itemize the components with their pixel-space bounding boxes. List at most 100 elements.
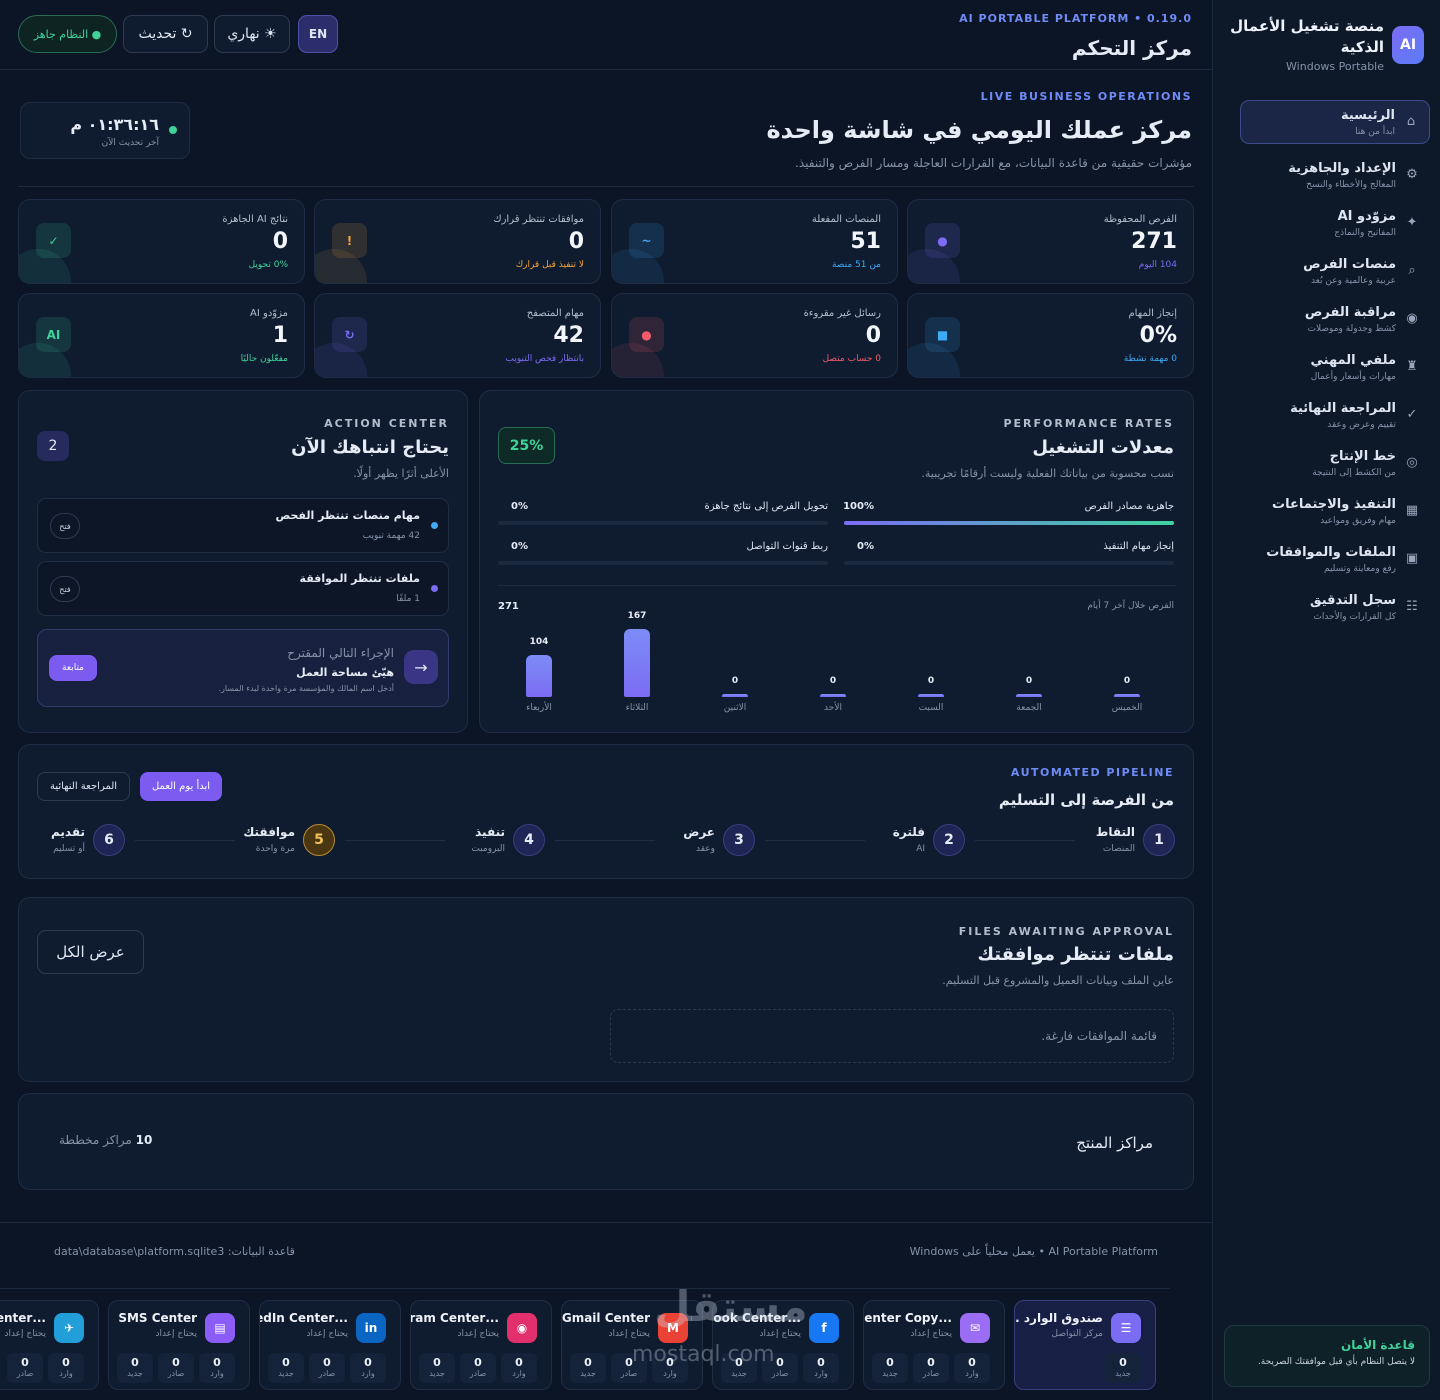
product-centers-card[interactable]: مراكز المنتج 10 مراكز مخططة (18, 1093, 1194, 1190)
sidebar-item-sub: ابدأ من هنا (1355, 127, 1395, 137)
channel-card[interactable]: ✉ ...Center Copy يحتاج إعداد 0 وارد 0 صادر 0 جدي… (863, 1300, 1005, 1390)
rate-track (498, 521, 828, 525)
step-connector (975, 840, 1075, 841)
channel-status: مركز التواصل (1051, 1329, 1103, 1339)
sidebar-item[interactable]: ✓ المراجعة النهائية تقييم وعرض وعقد (1240, 394, 1430, 438)
channel-stat-value: 0 (474, 1356, 482, 1369)
open-button[interactable]: فتح (50, 576, 80, 602)
stat-icon: ~ (629, 223, 664, 258)
chart-bar (624, 629, 650, 697)
channel-stat-value: 0 (666, 1356, 674, 1369)
sidebar-item-label: الإعداد والجاهزية (1288, 161, 1396, 176)
app-logo: AI (1392, 26, 1424, 64)
sidebar-item[interactable]: ⌕ منصات الفرص عربية وعالمية وعن بُعد (1240, 250, 1430, 294)
refresh-button[interactable]: ↻ تحديث (123, 15, 208, 53)
stat-icon: ● (629, 317, 664, 352)
channel-stat: 0 جديد (1105, 1353, 1141, 1383)
channel-card[interactable]: ▤ SMS Center يحتاج إعداد 0 وارد 0 صادر 0 جديد (108, 1300, 250, 1390)
channel-status: يحتاج إعداد (759, 1329, 801, 1339)
sidebar-item[interactable]: ♜ ملفي المهني مهارات وأسعار وأعمال (1240, 346, 1430, 390)
stat-value: 51 (850, 229, 881, 254)
channel-stat: 0 جديد (872, 1353, 908, 1383)
channel-stat-label: جديد (429, 1369, 445, 1378)
channel-stat-label: جديد (127, 1369, 143, 1378)
start-workday-button[interactable]: ابدأ يوم العمل (140, 772, 222, 801)
theme-toggle-button[interactable]: ☀ نهاري (214, 15, 290, 53)
channel-card[interactable]: M Gmail Center يحتاج إعداد 0 وارد 0 صادر 0 جديد (561, 1300, 703, 1390)
chart-bar (820, 694, 846, 697)
channel-stat: 0 صادر (913, 1353, 949, 1383)
channel-stat: 0 جديد (268, 1353, 304, 1383)
footer-platform-note: Windows يعمل محلياً على • AI Portable Pl… (909, 1245, 1158, 1258)
stat-value: 0% (1139, 323, 1177, 348)
sidebar-item[interactable]: ▦ التنفيذ والاجتماعات مهام وفريق ومواعيد (1240, 490, 1430, 534)
performance-title: معدلات التشغيل (1032, 437, 1174, 458)
action-subtitle: الأعلى أثرًا يظهر أولًا. (353, 467, 449, 480)
action-item[interactable]: ملفات تنتظر الموافقة 1 ملفًا فتح (37, 561, 449, 616)
stat-card: رسائل غير مقروءة 0 0 حساب متصل ● (611, 293, 898, 378)
stat-card: نتائج AI الجاهزة 0 0% تحويل ✓ (18, 199, 305, 284)
nav-icon: ✦ (1406, 215, 1418, 230)
action-item[interactable]: مهام منصات تنتظر الفحص 42 مهمة تبويب فتح (37, 498, 449, 553)
channel-icon: ✈ (54, 1313, 84, 1343)
channel-name: SMS Center (118, 1311, 197, 1325)
action-kicker: ACTION CENTER (324, 417, 449, 430)
safety-text: لا يتصل النظام بأي قبل موافقتك الصريحة. (1257, 1357, 1415, 1367)
next-action-card[interactable]: → الإجراء التالي المقترح هيّئ مساحة العم… (37, 629, 449, 707)
bar-value-label: 0 (829, 676, 837, 686)
channel-card[interactable]: ☰ صندوق الوارد ... مركز التواصل 0 جديد (1014, 1300, 1156, 1390)
channel-stat: 0 وارد (350, 1353, 386, 1383)
sidebar-item[interactable]: ◎ خط الإنتاج من الكشط إلى النتيجة (1240, 442, 1430, 486)
step-number: 6 (93, 824, 125, 856)
chart-bar (918, 694, 944, 697)
sidebar-item-label: منصات الفرص (1303, 257, 1396, 272)
stat-subtext: لا تنفيذ قبل قرارك (515, 260, 584, 270)
sidebar-item[interactable]: ⌂ الرئيسية ابدأ من هنا (1240, 100, 1430, 144)
sidebar-item[interactable]: ⚙ الإعداد والجاهزية المعالج والأخطاء والنس… (1240, 154, 1430, 198)
bar-category-label: الجمعة (1016, 703, 1042, 713)
final-review-button[interactable]: المراجعة النهائية (37, 772, 130, 801)
channel-stat: 0 صادر (7, 1353, 43, 1383)
stat-icon: ■ (925, 317, 960, 352)
sidebar-item-sub: من الكشط إلى النتيجة (1312, 468, 1396, 478)
channel-status: يحتاج إعداد (306, 1329, 348, 1339)
step-label: فلترة (892, 825, 925, 839)
sidebar-item[interactable]: ✦ مزوّدو AI المفاتيح والنماذج (1240, 202, 1430, 246)
watermark-latin: mostaql.com (632, 1342, 775, 1367)
channel-stat-value: 0 (172, 1356, 180, 1369)
channel-stat: 0 وارد (501, 1353, 537, 1383)
step-number: 4 (513, 824, 545, 856)
rate-track (844, 561, 1174, 565)
channel-stat-label: وارد (210, 1369, 224, 1378)
channel-stat-value: 0 (968, 1356, 976, 1369)
sidebar-item[interactable]: ◉ مراقبة الفرص كشط وجدولة وموصلات (1240, 298, 1430, 342)
channel-stat: 0 وارد (199, 1353, 235, 1383)
step-sub: AI (916, 844, 925, 854)
language-toggle-button[interactable]: EN (298, 15, 338, 53)
rate-label: تحويل الفرص إلى نتائج جاهزة (704, 501, 828, 512)
arrow-icon[interactable]: → (404, 650, 438, 684)
stat-value: 0 (272, 229, 288, 254)
sidebar-item[interactable]: ☷ سجل التدقيق كل القرارات والأحداث (1240, 586, 1430, 630)
sidebar-item-label: التنفيذ والاجتماعات (1272, 497, 1396, 512)
stat-subtext: بانتظار فحص التبويب (505, 354, 584, 364)
performance-kicker: PERFORMANCE RATES (1003, 417, 1174, 430)
chart-bar (526, 655, 552, 697)
chart-bar (1114, 694, 1140, 697)
channel-stat-label: وارد (59, 1369, 73, 1378)
clock-time: ٠١:٣٦:١٦ م (70, 115, 159, 134)
rate-label: ربط قنوات التواصل (746, 541, 828, 552)
sidebar-item-label: سجل التدقيق (1310, 593, 1396, 608)
view-all-button[interactable]: عرض الكل (37, 930, 144, 974)
continue-button[interactable]: متابعة (49, 655, 97, 681)
channel-card[interactable]: f ...book Center يحتاج إعداد 0 وارد 0 صادر 0 جدي… (712, 1300, 854, 1390)
hero-kicker: LIVE BUSINESS OPERATIONS (980, 90, 1192, 103)
sidebar-item[interactable]: ▣ الملفات والموافقات رفع ومعاينة وتسليم (1240, 538, 1430, 582)
channel-status: يحتاج إعداد (4, 1329, 46, 1339)
open-button[interactable]: فتح (50, 513, 80, 539)
stat-icon: ✓ (36, 223, 71, 258)
channel-stat-value: 0 (776, 1356, 784, 1369)
